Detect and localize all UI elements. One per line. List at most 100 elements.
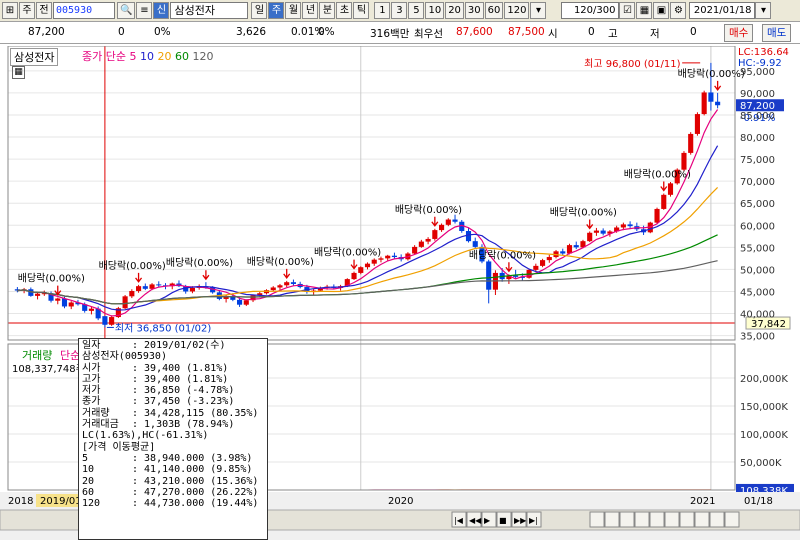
- volume-axis-tick: 50,000K: [740, 458, 782, 469]
- tooltip-ma-row-value: : 38,940.000 (3.98%): [132, 452, 253, 464]
- candle-body: [102, 316, 108, 325]
- period-tab-3[interactable]: 년: [302, 2, 319, 19]
- change-value: 0: [118, 26, 125, 38]
- x-axis-label: 2020: [388, 496, 413, 507]
- tooltip-row-key: 거래대금: [82, 419, 119, 431]
- period-tab-2[interactable]: 월: [285, 2, 302, 19]
- period-tab-0[interactable]: 일: [251, 2, 268, 19]
- tooltip-ma-header: [가격 이동평균]: [82, 441, 156, 453]
- playback-button: [481, 511, 497, 528]
- candle-body: [41, 293, 47, 295]
- tooltip-row-key: 저가: [82, 385, 101, 397]
- candle-body: [472, 241, 478, 247]
- save-icon[interactable]: ▣: [653, 2, 670, 19]
- candle-body: [378, 258, 384, 260]
- volume-axis-tick: 200,000K: [740, 374, 788, 385]
- candle-body: [371, 259, 377, 264]
- candle-body: [661, 194, 667, 209]
- playback-button: [496, 511, 512, 528]
- interval-tab-20[interactable]: 20: [445, 2, 464, 19]
- candle-body: [654, 208, 660, 223]
- volume-value-label: 108,337,748주: [12, 364, 85, 375]
- candle-body: [82, 304, 88, 311]
- candle-body: [715, 101, 721, 106]
- period-tab-4[interactable]: 분: [319, 2, 336, 19]
- dividend-arrow: [54, 285, 62, 296]
- dividend-label: 배당락(0.00%): [99, 260, 166, 272]
- stock-code-input[interactable]: 005930: [53, 2, 115, 19]
- max-price-label: 최고 96,800 (01/11): [584, 58, 680, 70]
- prev-button[interactable]: 전: [36, 2, 52, 19]
- candle-body: [425, 238, 431, 242]
- interval-dropdown-icon[interactable]: ▾: [530, 2, 547, 19]
- bar-count-field[interactable]: 120/300: [561, 2, 620, 19]
- buy-button[interactable]: 매수: [724, 24, 754, 42]
- low-label: 저: [650, 28, 660, 40]
- settings-icon[interactable]: ⚙: [670, 2, 687, 19]
- volume-pane-frame: [7, 343, 736, 491]
- interval-tab-3[interactable]: 3: [391, 2, 408, 19]
- min-price-label: 최저 36,850 (01/02): [115, 322, 211, 334]
- ma60-legend: 60: [174, 50, 189, 63]
- interval-tab-120[interactable]: 120: [504, 2, 530, 19]
- hc-label: HC:-9.92: [738, 58, 782, 69]
- volume-pane-title: 거래량: [22, 349, 53, 362]
- interval-tab-60[interactable]: 60: [484, 2, 504, 19]
- ma20-legend: 20: [157, 50, 172, 63]
- dividend-arrow: [586, 219, 594, 230]
- interval-tab-1[interactable]: 1: [374, 2, 391, 19]
- date-field[interactable]: 2021/01/18: [689, 2, 756, 19]
- checkbox-icon[interactable]: ☑: [619, 2, 636, 19]
- tooltip-ma-row-key: 120: [82, 498, 101, 510]
- low-ref-tag: [745, 316, 791, 330]
- candle-body: [694, 114, 700, 134]
- candle-body: [75, 302, 81, 305]
- dividend-arrow: [505, 262, 513, 273]
- tool-button: [649, 511, 665, 528]
- price-axis-tick: 55,000: [740, 243, 775, 254]
- period-tab-6[interactable]: 틱: [353, 2, 370, 19]
- ma120-legend: 120: [192, 50, 214, 63]
- tool-button: [634, 511, 650, 528]
- candle-body: [290, 282, 296, 284]
- candle-body: [674, 169, 680, 184]
- candle-body: [156, 284, 162, 286]
- tooltip-row-key: 고가: [82, 373, 101, 385]
- playback-button: [526, 511, 542, 528]
- quote-bar: 87,200 0 0% 3,626 0.01% 0% 316백만 최우선 87,…: [0, 22, 800, 44]
- period-unit-select[interactable]: 주: [19, 2, 35, 19]
- tool-button: [619, 511, 635, 528]
- window-menu-icon[interactable]: ⊞: [2, 2, 18, 19]
- candle-body: [68, 302, 74, 307]
- volume-percent-2: 0%: [318, 26, 335, 38]
- x-axis-label: 2021: [690, 496, 715, 507]
- candle-body: [607, 231, 613, 234]
- sell-button[interactable]: 매도: [762, 24, 792, 42]
- candle-body: [593, 230, 599, 233]
- candle-body: [257, 293, 263, 296]
- candle-body: [88, 308, 94, 311]
- playback-icon: ◀◀: [469, 516, 482, 525]
- search-icon[interactable]: 🔍: [117, 2, 136, 19]
- best-price-label: 최우선: [414, 28, 443, 40]
- interval-tab-30[interactable]: 30: [464, 2, 484, 19]
- candle-body: [580, 241, 586, 248]
- interval-tab-5[interactable]: 5: [408, 2, 425, 19]
- candle-body: [149, 284, 155, 289]
- period-tab-1[interactable]: 주: [268, 2, 285, 19]
- period-tab-5[interactable]: 초: [336, 2, 353, 19]
- tooltip-row-value: : 1,303B (78.94%): [132, 419, 235, 431]
- dividend-label: 배당락(0.00%): [18, 273, 85, 285]
- price-axis-tick: 85,000: [740, 111, 775, 122]
- date-dropdown-icon[interactable]: ▾: [755, 2, 772, 19]
- calendar-icon[interactable]: ▦: [636, 2, 653, 19]
- stock-name-field[interactable]: 삼성전자: [170, 2, 249, 19]
- market-badge[interactable]: 신: [153, 2, 170, 19]
- grid-toggle-icon[interactable]: ▦: [12, 66, 25, 79]
- interval-tab-10[interactable]: 10: [425, 2, 445, 19]
- x-axis-label: 2019/01: [40, 496, 82, 507]
- candle-body: [183, 286, 189, 292]
- candle-body: [432, 230, 438, 239]
- stock-list-icon[interactable]: ≡: [136, 2, 153, 19]
